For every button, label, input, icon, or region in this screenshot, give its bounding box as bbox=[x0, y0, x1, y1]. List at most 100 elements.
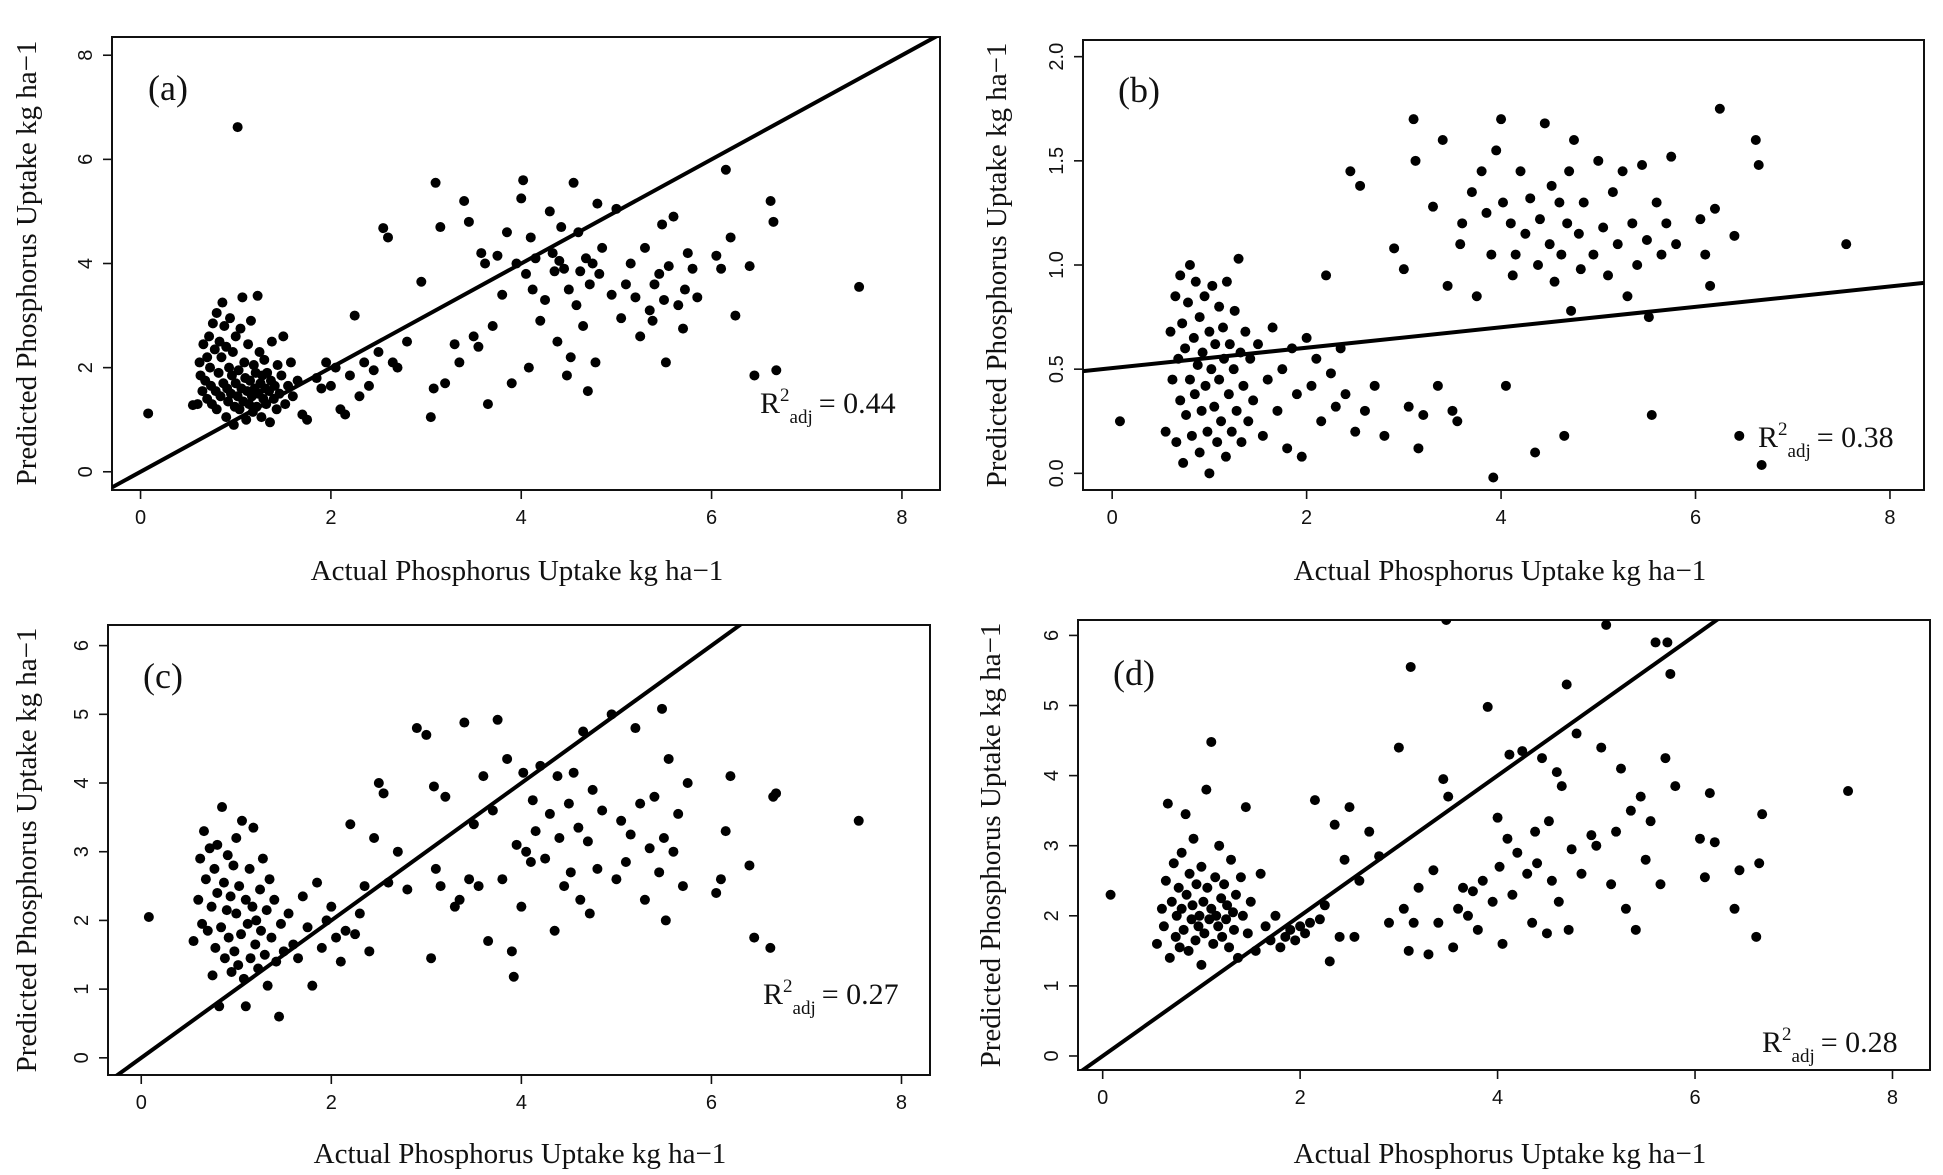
data-point bbox=[765, 942, 776, 953]
data-point bbox=[535, 315, 546, 326]
data-point bbox=[1448, 942, 1459, 953]
data-point bbox=[259, 949, 270, 960]
data-point bbox=[854, 281, 865, 292]
data-point bbox=[359, 357, 370, 368]
data-point bbox=[1709, 837, 1720, 848]
data-point bbox=[219, 953, 230, 964]
data-point bbox=[561, 370, 572, 381]
data-point bbox=[492, 714, 503, 725]
data-point bbox=[544, 206, 555, 217]
data-point bbox=[1389, 243, 1400, 254]
data-point bbox=[765, 196, 776, 207]
data-point bbox=[668, 846, 679, 857]
data-point bbox=[1267, 322, 1278, 333]
data-point bbox=[330, 362, 341, 373]
data-point bbox=[1612, 239, 1623, 250]
y-tick-label: 0.5 bbox=[1046, 355, 1068, 383]
data-point bbox=[392, 362, 403, 373]
data-point bbox=[1194, 910, 1205, 921]
data-point bbox=[730, 310, 741, 321]
data-point bbox=[571, 300, 582, 311]
data-point bbox=[1236, 437, 1247, 448]
data-point bbox=[1563, 924, 1574, 935]
data-point bbox=[1285, 924, 1296, 935]
data-point bbox=[1437, 135, 1448, 145]
r2-superscript: 2 bbox=[783, 976, 793, 997]
data-point bbox=[565, 867, 576, 878]
data-point bbox=[1178, 457, 1189, 468]
data-point bbox=[1734, 430, 1745, 441]
data-point bbox=[497, 289, 508, 300]
data-point bbox=[547, 248, 558, 259]
data-point bbox=[1541, 928, 1552, 939]
data-point bbox=[1325, 368, 1336, 379]
x-tick-label: 4 bbox=[1496, 507, 1507, 529]
data-point bbox=[197, 386, 208, 397]
data-point bbox=[236, 815, 247, 826]
data-point bbox=[1206, 903, 1217, 914]
data-point bbox=[1193, 921, 1204, 932]
data-point bbox=[1441, 620, 1452, 625]
data-point bbox=[226, 966, 237, 977]
y-tick-label: 5 bbox=[71, 709, 93, 720]
data-point bbox=[720, 826, 731, 837]
data-point bbox=[1694, 833, 1705, 844]
data-point bbox=[1635, 791, 1646, 802]
data-point bbox=[1554, 197, 1565, 208]
data-point bbox=[1586, 830, 1597, 841]
data-point bbox=[511, 258, 522, 269]
data-point bbox=[552, 336, 563, 347]
data-point bbox=[1504, 749, 1515, 760]
data-point bbox=[237, 292, 248, 303]
data-point bbox=[255, 884, 266, 895]
data-point bbox=[1598, 222, 1609, 233]
data-point bbox=[649, 791, 660, 802]
data-point bbox=[1562, 218, 1573, 229]
y-tick-label: 3 bbox=[71, 846, 93, 857]
data-point bbox=[1165, 326, 1176, 337]
data-point bbox=[392, 846, 403, 857]
data-point bbox=[204, 331, 215, 342]
data-point bbox=[225, 313, 236, 324]
data-point bbox=[1277, 364, 1288, 375]
data-point bbox=[293, 953, 304, 964]
data-point bbox=[1216, 893, 1227, 904]
r2-annotation: R2adj = 0.44 bbox=[760, 385, 896, 428]
data-point bbox=[635, 331, 646, 342]
data-point bbox=[587, 784, 598, 795]
data-point bbox=[344, 370, 355, 381]
r2-value: = 0.27 bbox=[822, 978, 899, 1011]
data-point bbox=[1190, 276, 1201, 287]
data-point bbox=[1196, 959, 1207, 970]
data-point bbox=[1176, 903, 1187, 914]
data-point bbox=[378, 223, 389, 234]
data-point bbox=[1183, 297, 1194, 308]
data-point bbox=[554, 255, 565, 266]
data-point bbox=[657, 219, 668, 230]
data-point bbox=[1455, 239, 1466, 250]
data-point bbox=[649, 279, 660, 290]
data-point bbox=[1295, 921, 1306, 932]
data-point bbox=[421, 729, 432, 740]
data-point bbox=[1156, 903, 1167, 914]
data-point bbox=[1235, 347, 1246, 358]
data-point bbox=[1197, 347, 1208, 358]
data-point bbox=[430, 177, 441, 188]
data-point bbox=[1349, 931, 1360, 942]
data-point bbox=[1166, 896, 1177, 907]
data-point bbox=[1227, 907, 1238, 918]
data-point bbox=[350, 929, 361, 940]
data-point bbox=[1230, 889, 1241, 900]
data-point bbox=[1235, 872, 1246, 883]
data-point bbox=[1537, 753, 1548, 764]
data-point bbox=[1290, 935, 1301, 946]
data-point bbox=[1194, 447, 1205, 458]
data-point bbox=[257, 853, 268, 864]
data-point bbox=[245, 953, 256, 964]
data-point bbox=[639, 894, 650, 905]
data-point bbox=[1291, 389, 1302, 400]
data-point bbox=[749, 932, 760, 943]
data-point bbox=[1564, 166, 1575, 177]
